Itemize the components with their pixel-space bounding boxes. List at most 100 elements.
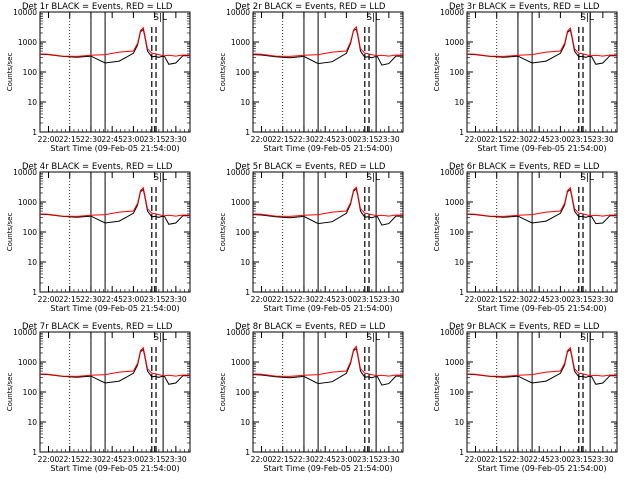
y-tick-label: 10000: [440, 168, 464, 177]
x-tick-label: 22:30: [507, 295, 529, 304]
x-tick-label: 22:30: [80, 455, 102, 464]
x-tick-label: 22:30: [293, 135, 315, 144]
series-line-lld: [252, 25, 404, 57]
x-axis-label: Start Time (09-Feb-05 21:54:00): [477, 464, 606, 473]
y-tick-label: 1000: [18, 198, 37, 207]
y-axis-label: Counts/sec: [433, 53, 441, 92]
y-tick-label: 1: [459, 448, 464, 457]
x-tick-label: 22:00: [465, 135, 487, 144]
x-tick-label: 23:30: [592, 295, 614, 304]
x-tick-label: 22:15: [272, 295, 294, 304]
x-tick-label: 22:45: [101, 135, 123, 144]
x-axis-label: Start Time (09-Feb-05 21:54:00): [263, 144, 392, 153]
x-tick-label: 23:30: [165, 135, 187, 144]
x-tick-label: 22:30: [80, 135, 102, 144]
x-tick-label: 22:00: [251, 455, 273, 464]
x-tick-label: 22:45: [528, 455, 550, 464]
y-tick-label: 10: [454, 418, 464, 427]
y-tick-label: 10000: [13, 168, 37, 177]
x-tick-label: 23:30: [165, 295, 187, 304]
x-tick-label: 22:00: [38, 455, 60, 464]
y-tick-label: 10: [240, 98, 250, 107]
x-tick-label: 22:15: [59, 295, 81, 304]
x-tick-label: 23:15: [144, 295, 166, 304]
y-tick-label: 100: [23, 388, 38, 397]
y-tick-label: 10000: [440, 8, 464, 17]
x-tick-label: 22:00: [251, 135, 273, 144]
y-tick-label: 10000: [13, 328, 37, 337]
chart-title: Det 1r BLACK = Events, RED = LLD: [22, 2, 173, 12]
x-axis-label: Start Time (09-Feb-05 21:54:00): [477, 304, 606, 313]
y-tick-label: 10000: [226, 328, 250, 337]
x-tick-label: 22:15: [59, 455, 81, 464]
y-tick-label: 100: [236, 228, 251, 237]
x-tick-label: 22:30: [80, 295, 102, 304]
y-tick-label: 1000: [445, 38, 464, 47]
x-axis-label: Start Time (09-Feb-05 21:54:00): [263, 464, 392, 473]
chart-annotation: S|L: [366, 333, 380, 343]
chart-title: Det 5r BLACK = Events, RED = LLD: [235, 162, 386, 172]
chart-annotation: S|L: [580, 173, 594, 183]
x-tick-label: 23:15: [571, 295, 593, 304]
y-tick-label: 10: [240, 258, 250, 267]
y-tick-label: 10000: [13, 8, 37, 17]
x-tick-label: 23:00: [550, 295, 572, 304]
x-axis-label: Start Time (09-Feb-05 21:54:00): [50, 464, 179, 473]
chart-title: Det 2r BLACK = Events, RED = LLD: [235, 2, 386, 12]
series-line-lld: [466, 346, 618, 377]
x-tick-label: 23:00: [550, 135, 572, 144]
x-tick-label: 22:45: [528, 135, 550, 144]
chart-title: Det 8r BLACK = Events, RED = LLD: [235, 322, 386, 332]
y-tick-label: 100: [236, 68, 251, 77]
x-tick-label: 23:00: [336, 135, 358, 144]
x-tick-label: 23:00: [336, 455, 358, 464]
chart-title: Det 4r BLACK = Events, RED = LLD: [22, 162, 173, 172]
y-tick-label: 1: [245, 128, 250, 137]
y-axis-label: Counts/sec: [6, 213, 14, 252]
y-tick-label: 1: [32, 288, 37, 297]
x-tick-label: 22:45: [101, 295, 123, 304]
y-axis-label: Counts/sec: [433, 213, 441, 252]
x-tick-label: 23:30: [592, 135, 614, 144]
x-tick-label: 23:00: [336, 295, 358, 304]
x-tick-label: 23:15: [144, 135, 166, 144]
series-line-events: [466, 348, 617, 385]
x-tick-label: 22:45: [101, 455, 123, 464]
x-tick-label: 22:15: [486, 135, 508, 144]
x-axis-label: Start Time (09-Feb-05 21:54:00): [263, 304, 392, 313]
y-tick-label: 1000: [18, 38, 37, 47]
x-tick-label: 22:00: [251, 295, 273, 304]
y-tick-label: 100: [23, 68, 38, 77]
x-tick-label: 23:15: [357, 135, 379, 144]
y-tick-label: 10: [240, 418, 250, 427]
y-axis-label: Counts/sec: [6, 53, 14, 92]
plot-frame: [39, 331, 191, 453]
y-tick-label: 1: [245, 288, 250, 297]
chart-title: Det 9r BLACK = Events, RED = LLD: [449, 322, 600, 332]
x-tick-label: 22:00: [38, 295, 60, 304]
x-tick-label: 22:15: [272, 455, 294, 464]
x-tick-label: 23:30: [592, 455, 614, 464]
plot-frame: [252, 11, 404, 133]
y-tick-label: 10: [454, 98, 464, 107]
series-line-events: [39, 348, 190, 385]
plot-frame: [466, 171, 618, 293]
x-tick-label: 22:15: [272, 135, 294, 144]
x-tick-label: 23:15: [571, 135, 593, 144]
plot-frame: [252, 331, 404, 453]
series-line-events: [252, 28, 403, 66]
chart-title: Det 7r BLACK = Events, RED = LLD: [22, 322, 173, 332]
x-axis-label: Start Time (09-Feb-05 21:54:00): [50, 304, 179, 313]
x-tick-label: 22:00: [465, 455, 487, 464]
x-tick-label: 23:30: [165, 455, 187, 464]
x-tick-label: 22:15: [486, 295, 508, 304]
y-tick-label: 1000: [231, 198, 250, 207]
series-line-events: [466, 188, 617, 225]
x-tick-label: 22:15: [59, 135, 81, 144]
x-tick-label: 23:30: [378, 135, 400, 144]
x-tick-label: 23:00: [123, 135, 145, 144]
